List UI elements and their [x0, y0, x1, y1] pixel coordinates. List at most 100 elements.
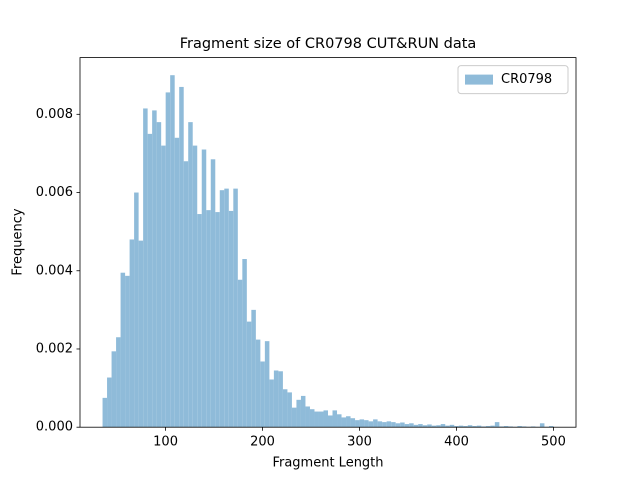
histogram-bar	[129, 239, 135, 428]
y-tick-label: 0.004	[36, 263, 73, 278]
histogram-bar	[215, 212, 220, 428]
x-tick-label: 200	[250, 435, 275, 450]
histogram-bar	[125, 275, 130, 428]
histogram-bar	[201, 149, 207, 428]
histogram-bar	[413, 424, 419, 428]
histogram-bar	[269, 379, 274, 428]
histogram-bar	[161, 145, 166, 428]
histogram-bar	[503, 426, 509, 428]
histogram-bar	[359, 419, 365, 428]
histogram-bar	[192, 145, 198, 428]
histogram-bar	[328, 415, 333, 428]
histogram-bar	[318, 411, 324, 428]
histogram-bar	[386, 421, 392, 428]
histogram-bar	[260, 361, 265, 428]
histogram-bar	[102, 397, 108, 428]
y-tick-label: 0.008	[36, 107, 73, 122]
histogram-bar	[337, 414, 342, 428]
y-axis-label: Frequency	[11, 208, 26, 275]
histogram-bar	[242, 259, 247, 428]
histogram-bar	[440, 424, 446, 428]
histogram-bar	[494, 422, 500, 428]
histogram-bar	[134, 192, 139, 428]
histogram-bar	[463, 426, 468, 428]
histogram-bar	[296, 399, 301, 428]
histogram-bar	[305, 406, 310, 428]
histogram-bar	[183, 161, 189, 428]
histogram-bar	[548, 426, 554, 428]
y-tick-label: 0.006	[36, 185, 73, 200]
histogram-bar	[409, 423, 414, 428]
histogram-bar	[107, 377, 112, 428]
histogram-bar	[264, 341, 270, 428]
histogram-bar	[219, 190, 225, 428]
histogram-bar	[395, 423, 401, 428]
histogram-bar	[273, 370, 279, 428]
histogram-bar	[300, 395, 306, 428]
legend-box	[457, 65, 569, 95]
histogram-bar	[233, 188, 238, 428]
histogram-bar	[179, 86, 184, 428]
histogram-bar	[287, 392, 292, 428]
histogram-bar	[400, 422, 405, 428]
histogram-bar	[206, 210, 211, 428]
axes-frame	[79, 57, 577, 428]
histogram-bar	[350, 418, 356, 428]
histogram-bar	[237, 279, 243, 428]
histogram-bar	[422, 425, 428, 428]
histogram-bar	[309, 409, 315, 428]
histogram-bar	[355, 420, 360, 428]
histogram-bar	[210, 159, 216, 428]
legend-swatch	[465, 74, 493, 85]
x-axis-label: Fragment Length	[272, 456, 383, 471]
histogram-bar	[291, 407, 297, 428]
histogram-bar	[467, 425, 473, 428]
histogram-bar	[391, 422, 396, 428]
histogram-bar	[431, 425, 437, 428]
y-tick-label: 0.002	[36, 341, 73, 356]
histogram-bar	[147, 133, 153, 428]
histogram-bar	[472, 426, 477, 428]
histogram-bar	[152, 110, 157, 428]
histogram-bar	[454, 426, 459, 428]
histogram-bar	[377, 421, 383, 428]
x-tick-label: 400	[444, 435, 469, 450]
histogram-bar	[170, 75, 175, 428]
histogram-bar	[228, 210, 234, 428]
histogram-bar	[120, 272, 126, 428]
histogram-bar	[323, 410, 328, 428]
y-tick-label: 0.000	[36, 420, 73, 435]
x-tick-label: 500	[541, 435, 566, 450]
histogram-bar	[418, 424, 423, 428]
histogram-bar	[111, 351, 117, 428]
histogram-bar	[341, 417, 347, 428]
histogram-bar	[427, 424, 432, 428]
histogram-bar	[138, 240, 144, 428]
histogram-bar	[476, 425, 482, 428]
histogram-bar	[224, 188, 229, 428]
histogram-bar	[314, 411, 319, 428]
histogram-bar	[364, 420, 369, 428]
histogram-bar	[539, 423, 545, 428]
histogram-bar	[197, 214, 202, 428]
histogram-bar	[174, 137, 180, 428]
histogram-bar	[485, 426, 491, 428]
plot-area	[102, 75, 554, 428]
histogram-bar	[445, 425, 450, 428]
x-tick-label: 100	[153, 435, 178, 450]
legend-label: CR0798	[501, 72, 552, 87]
histogram-bar	[368, 421, 374, 428]
histogram-bar	[282, 389, 288, 428]
histogram-bar	[517, 426, 522, 428]
histogram-bar	[449, 424, 455, 428]
x-tick-label: 300	[347, 435, 372, 450]
histogram-bar	[156, 122, 162, 428]
histogram-bar	[246, 321, 252, 428]
chart-title: Fragment size of CR0798 CUT&RUN data	[180, 36, 477, 52]
histogram-bar	[332, 410, 338, 428]
histogram-bar	[490, 425, 495, 428]
histogram-bar	[346, 416, 351, 428]
histogram-bar	[116, 337, 121, 428]
